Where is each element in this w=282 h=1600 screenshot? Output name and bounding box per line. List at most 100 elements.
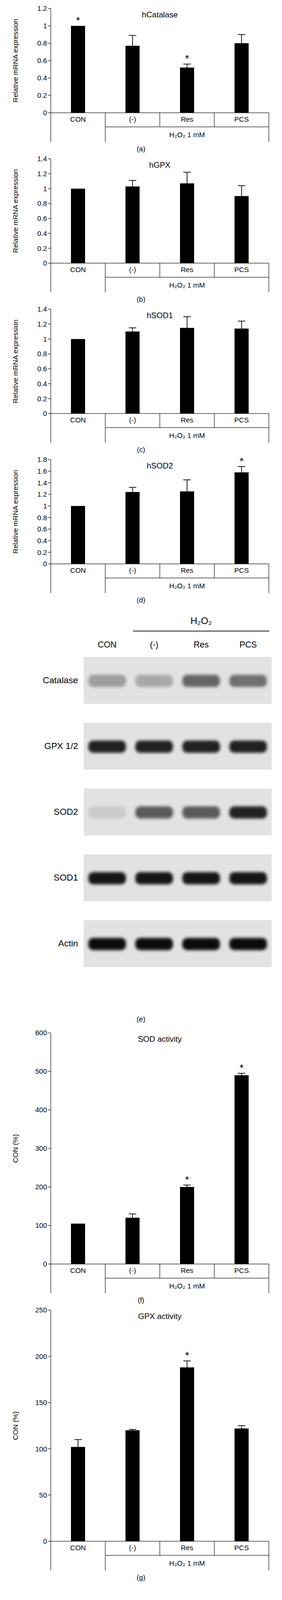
svg-text:SOD2: SOD2 — [53, 806, 79, 817]
svg-text:600: 600 — [35, 1028, 47, 1037]
svg-text:0.4: 0.4 — [37, 379, 47, 388]
svg-text:(-): (-) — [129, 115, 137, 124]
svg-text:CON: CON — [70, 265, 86, 274]
svg-text:0: 0 — [43, 1537, 47, 1546]
svg-text:1.6: 1.6 — [37, 467, 47, 476]
svg-text:0.8: 0.8 — [37, 199, 47, 208]
svg-text:Res: Res — [180, 265, 194, 274]
svg-text:Res: Res — [180, 1266, 194, 1275]
svg-text:(-): (-) — [149, 640, 159, 650]
svg-text:PCS: PCS — [234, 1543, 250, 1552]
svg-text:SOD1: SOD1 — [53, 872, 79, 883]
svg-text:(-): (-) — [129, 1266, 137, 1275]
svg-text:1.2: 1.2 — [37, 490, 47, 499]
svg-text:H₂O₂ 1 mM: H₂O₂ 1 mM — [169, 581, 205, 590]
svg-text:(a): (a) — [136, 144, 146, 153]
svg-text:GPX 1/2: GPX 1/2 — [44, 741, 79, 752]
svg-text:CON: CON — [70, 566, 86, 575]
svg-text:Relative mRNA expression: Relative mRNA expression — [11, 169, 20, 253]
svg-text:250: 250 — [35, 1306, 47, 1315]
svg-text:1.4: 1.4 — [37, 305, 47, 314]
svg-text:1: 1 — [43, 335, 47, 344]
svg-text:CON: CON — [97, 640, 117, 650]
svg-text:Catalase: Catalase — [42, 675, 79, 686]
svg-text:0.2: 0.2 — [37, 394, 47, 403]
svg-text:0.6: 0.6 — [37, 364, 47, 373]
svg-text:1: 1 — [43, 501, 47, 510]
svg-text:0.4: 0.4 — [37, 73, 47, 82]
svg-text:0: 0 — [43, 1260, 47, 1269]
svg-text:0.2: 0.2 — [37, 244, 47, 253]
svg-text:1: 1 — [43, 184, 47, 193]
svg-text:0.6: 0.6 — [37, 524, 47, 533]
svg-text:0.6: 0.6 — [37, 56, 47, 65]
svg-text:CON: CON — [70, 115, 86, 124]
svg-text:Res: Res — [180, 1543, 194, 1552]
svg-text:CON (%): CON (%) — [11, 1411, 20, 1441]
svg-text:1: 1 — [43, 21, 47, 30]
svg-text:1.4: 1.4 — [37, 154, 47, 163]
svg-text:150: 150 — [35, 1398, 47, 1407]
svg-text:CON: CON — [70, 415, 86, 424]
svg-text:0.4: 0.4 — [37, 229, 47, 238]
svg-text:0: 0 — [43, 559, 47, 568]
svg-text:PCS: PCS — [234, 115, 250, 124]
svg-text:1.2: 1.2 — [37, 169, 47, 178]
svg-text:*: * — [239, 455, 244, 468]
svg-text:PCS: PCS — [234, 265, 250, 274]
svg-text:1.2: 1.2 — [37, 4, 47, 13]
svg-text:300: 300 — [35, 1144, 47, 1153]
svg-text:*: * — [185, 52, 190, 65]
svg-text:(e): (e) — [136, 1015, 146, 1024]
svg-text:Relative mRNA expression: Relative mRNA expression — [11, 319, 20, 404]
svg-text:(-): (-) — [129, 1543, 137, 1552]
svg-text:400: 400 — [35, 1105, 47, 1114]
svg-text:PCS: PCS — [239, 640, 257, 650]
svg-text:H₂O₂ 1 mM: H₂O₂ 1 mM — [169, 1559, 205, 1568]
svg-text:100: 100 — [35, 1445, 47, 1454]
svg-text:*: * — [185, 1349, 190, 1362]
svg-text:0: 0 — [43, 258, 47, 267]
svg-text:(-): (-) — [129, 415, 137, 424]
svg-text:0.8: 0.8 — [37, 349, 47, 358]
svg-text:0.8: 0.8 — [37, 39, 47, 47]
svg-text:CON: CON — [70, 1543, 86, 1552]
svg-text:PCS: PCS — [234, 566, 250, 575]
svg-text:Res: Res — [180, 115, 194, 124]
svg-text:1.2: 1.2 — [37, 320, 47, 329]
svg-text:(f): (f) — [137, 1296, 145, 1305]
svg-text:0.2: 0.2 — [37, 91, 47, 100]
svg-text:H₂O₂: H₂O₂ — [190, 615, 212, 627]
svg-text:H₂O₂ 1 mM: H₂O₂ 1 mM — [169, 1282, 205, 1291]
svg-text:0: 0 — [43, 108, 47, 117]
svg-text:0.2: 0.2 — [37, 548, 47, 557]
svg-text:Relative mRNA expression: Relative mRNA expression — [11, 18, 20, 103]
svg-text:H₂O₂ 1 mM: H₂O₂ 1 mM — [169, 130, 205, 139]
svg-text:500: 500 — [35, 1067, 47, 1076]
svg-text:H₂O₂ 1 mM: H₂O₂ 1 mM — [169, 431, 205, 440]
svg-text:50: 50 — [39, 1491, 47, 1500]
svg-text:200: 200 — [35, 1352, 47, 1361]
svg-text:Res: Res — [180, 566, 194, 575]
svg-text:1.4: 1.4 — [37, 478, 47, 487]
svg-text:*: * — [239, 1062, 244, 1074]
svg-text:*: * — [185, 1174, 190, 1186]
svg-text:(-): (-) — [129, 566, 137, 575]
svg-text:Actin: Actin — [58, 938, 79, 949]
svg-text:CON (%): CON (%) — [11, 1134, 20, 1164]
svg-text:Relative mRNA expression: Relative mRNA expression — [11, 470, 20, 554]
svg-text:0.8: 0.8 — [37, 513, 47, 522]
svg-text:*: * — [76, 14, 81, 27]
svg-text:Res: Res — [180, 415, 194, 424]
svg-text:(b): (b) — [136, 295, 146, 304]
svg-text:Res: Res — [193, 640, 209, 650]
svg-text:200: 200 — [35, 1182, 47, 1191]
svg-text:100: 100 — [35, 1221, 47, 1230]
svg-text:PCS: PCS — [234, 1266, 250, 1275]
svg-text:PCS: PCS — [234, 415, 250, 424]
svg-text:0.6: 0.6 — [37, 214, 47, 223]
svg-text:(g): (g) — [136, 1573, 146, 1582]
svg-text:(d): (d) — [136, 595, 146, 604]
svg-text:CON: CON — [70, 1266, 86, 1275]
svg-text:0.4: 0.4 — [37, 536, 47, 545]
